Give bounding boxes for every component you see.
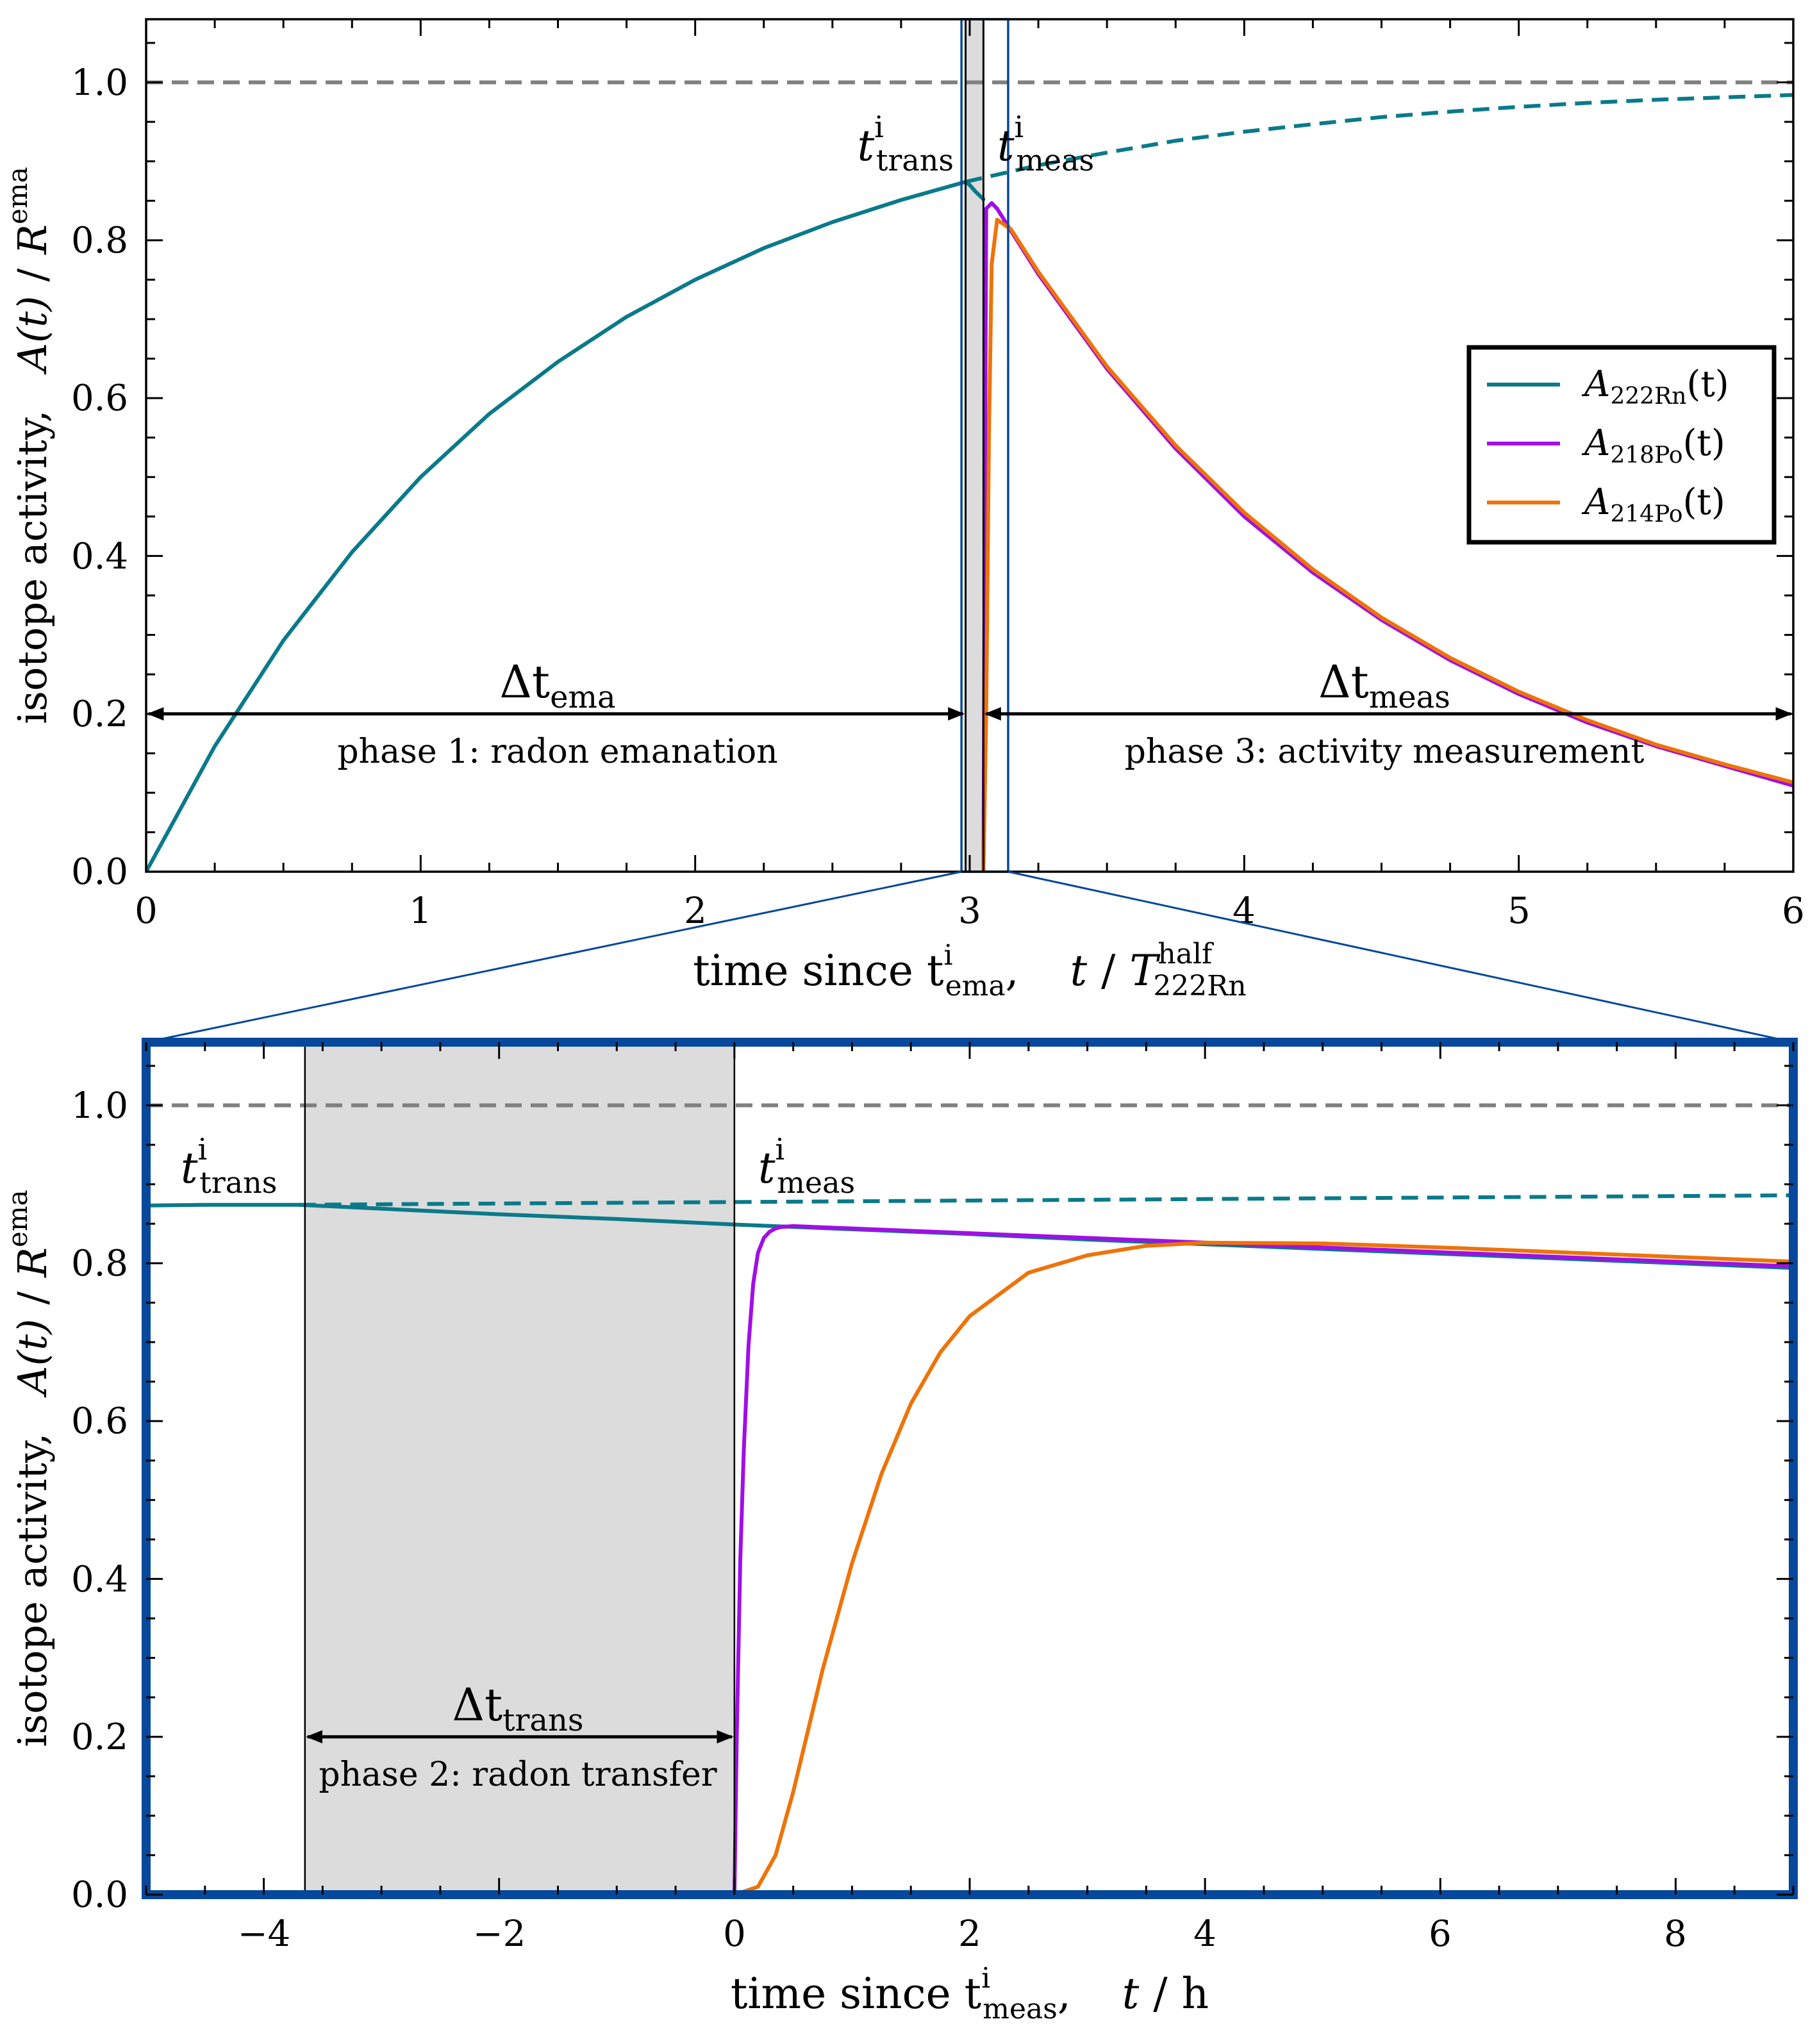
x-tick-label: −4 [238, 1913, 291, 1955]
y-tick-label: 0.4 [71, 1559, 128, 1600]
x-tick-label: −2 [473, 1913, 526, 1955]
zoom-connector-left [145, 870, 962, 1043]
legend: A222Rn(t) A218Po(t) A214Po(t) [1466, 345, 1777, 545]
x-tick-label: 6 [1782, 890, 1805, 932]
series-lines-bottom [146, 1103, 1793, 1895]
axis-ticks-top [145, 19, 1795, 873]
legend-label-po214: A214Po(t) [1581, 481, 1725, 528]
delta-t-ema-label: Δtema [499, 656, 615, 715]
x-tick-label: 5 [1507, 890, 1531, 932]
y-tick-label: 0.4 [71, 536, 128, 577]
x-axis-label-top: time since ti ema, t / Thalf 222Rn [693, 938, 1247, 1002]
delta-t-trans-label: Δttrans [452, 1679, 583, 1738]
transfer-shade-top [965, 19, 984, 872]
y-tick-label: 0.6 [71, 1400, 128, 1442]
x-tick-label: 3 [958, 890, 981, 932]
x-tick-label: 4 [1193, 1913, 1216, 1955]
x-tick-label: 1 [409, 890, 432, 932]
legend-label-po218: A218Po(t) [1581, 422, 1725, 469]
y-axis-label-top: isotope activity,A(t)/Rema [2, 167, 56, 724]
transfer-shade-bottom [304, 1042, 734, 1895]
y-tick-label: 1.0 [71, 1085, 128, 1127]
series-line-a222rnt [963, 179, 986, 201]
transfer-phase-shade [304, 1042, 734, 1895]
x-tick-label: 8 [1664, 1913, 1687, 1955]
event-lines-top [965, 19, 984, 872]
y-tick-label: 0.8 [71, 1243, 128, 1284]
panel-bottom: ti trans ti meas Δttrans phase 2: radon tr… [2, 1038, 1798, 2025]
panel-top: ti trans ti meas Δtema Δtmeas phase 1: rad… [2, 18, 1805, 1002]
phase3-label: phase 3: activity measurement [1125, 733, 1645, 771]
y-axis-label-bottom: isotope activity,A(t)/Rema [2, 1190, 56, 1747]
x-tick-label: 0 [723, 1913, 746, 1955]
series-lines-top [146, 80, 1793, 872]
y-tick-label: 0.8 [71, 220, 128, 262]
x-tick-labels-bottom: −4 −2 0 2 4 6 8 [238, 1913, 1687, 1955]
y-tick-label: 0.2 [71, 694, 128, 735]
y-tick-labels-top: 0.0 0.2 0.4 0.6 0.8 1.0 [71, 62, 128, 893]
x-tick-label: 6 [1429, 1913, 1452, 1955]
series-line-a214pot [981, 217, 1793, 872]
zoom-connector-lines [145, 870, 1794, 1043]
x-axis-label-bottom: time since ti meas, t / h [731, 1962, 1209, 2025]
delta-t-meas-label: Δtmeas [1318, 656, 1450, 715]
x-tick-label: 2 [958, 1913, 981, 1955]
y-tick-label: 0.0 [71, 851, 128, 893]
series-line-a222rnt [146, 179, 968, 872]
legend-label-rn222: A222Rn(t) [1581, 363, 1729, 410]
y-tick-label: 0.0 [71, 1874, 128, 1916]
y-tick-label: 1.0 [71, 62, 128, 104]
zoom-connector-right [1008, 870, 1794, 1043]
x-tick-label: 4 [1232, 890, 1256, 932]
series-line-a218pot [981, 201, 1793, 872]
y-tick-labels-bottom: 0.0 0.2 0.4 0.6 0.8 1.0 [71, 1085, 128, 1916]
series-line-a218pot [732, 1224, 1793, 1895]
t-meas-label-top: ti meas [997, 110, 1094, 178]
y-tick-label: 0.6 [71, 378, 128, 419]
t-trans-label-top: ti trans [858, 110, 954, 178]
t-trans-label-bottom: ti trans [181, 1132, 277, 1200]
t-meas-label-bottom: ti meas [758, 1132, 855, 1200]
phase2-label: phase 2: radon transfer [319, 1756, 717, 1794]
axis-ticks-bottom [145, 1042, 1795, 1896]
x-tick-labels-top: 0 1 2 3 4 5 6 [135, 890, 1805, 932]
series-line-a222rnt-dashed [299, 1193, 1793, 1207]
series-line-a222rnt-dashed [965, 93, 1793, 184]
event-lines-bottom [304, 1042, 736, 1895]
series-line-a214pot [732, 1240, 1793, 1895]
transfer-phase-shade [965, 19, 984, 872]
x-tick-label: 0 [135, 890, 158, 932]
y-tick-label: 0.2 [71, 1716, 128, 1758]
phase1-label: phase 1: radon emanation [337, 733, 777, 771]
